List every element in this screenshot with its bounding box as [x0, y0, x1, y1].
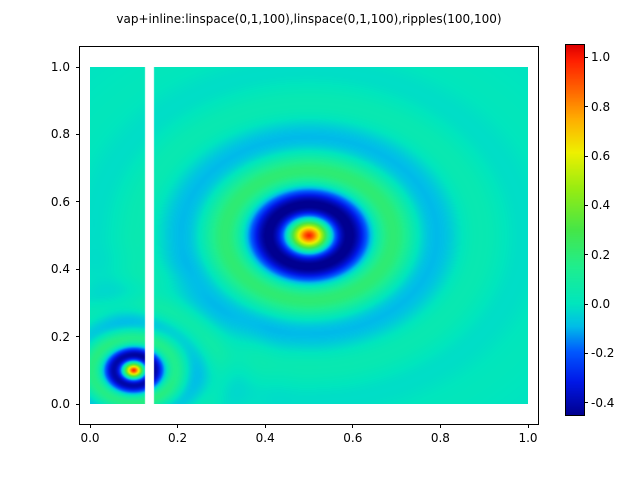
- y-tick-label: 0.6: [50, 194, 70, 209]
- colorbar-tick-mark: [584, 155, 588, 157]
- x-tick-label: 0.2: [168, 431, 188, 445]
- y-tick-mark: [76, 201, 80, 203]
- colorbar-tick-mark: [584, 56, 588, 58]
- x-tick-label: 0.8: [430, 431, 450, 445]
- colorbar-tick-label: 0.8: [591, 99, 611, 114]
- colorbar-tick-label: 1.0: [591, 50, 611, 65]
- colorbar-tick-label: 0.0: [591, 297, 611, 311]
- colorbar-tick-label: 0.2: [591, 247, 611, 262]
- colorbar-tick-mark: [584, 106, 588, 108]
- x-tick-label: 1.0: [518, 431, 538, 445]
- y-tick-label: 1.0: [50, 60, 70, 74]
- x-tick-label: 0.4: [255, 431, 275, 445]
- x-tick-mark: [264, 424, 266, 428]
- colorbar-tick-label: 0.4: [591, 198, 611, 213]
- colorbar-tick-mark: [584, 303, 588, 305]
- x-tick-label: 0.0: [80, 431, 100, 445]
- colorbar-tick-label: 0.6: [591, 149, 611, 163]
- x-tick-mark: [352, 424, 354, 428]
- x-tick-mark: [89, 424, 91, 428]
- colorbar-tick-mark: [584, 352, 588, 354]
- colorbar-tick-mark: [584, 254, 588, 256]
- y-tick-label: 0.8: [50, 127, 70, 142]
- heatmap-canvas: [90, 67, 528, 404]
- y-tick-mark: [76, 268, 80, 270]
- colorbar-tick-label: -0.4: [591, 395, 615, 410]
- y-tick-mark: [76, 66, 80, 68]
- colorbar-tick-label: -0.2: [591, 346, 615, 361]
- colorbar-canvas: [566, 45, 584, 415]
- y-tick-mark: [76, 133, 80, 135]
- y-tick-label: 0.0: [50, 397, 70, 411]
- y-tick-mark: [76, 336, 80, 338]
- x-tick-mark: [177, 424, 179, 428]
- x-tick-label: 0.6: [343, 431, 363, 445]
- x-tick-mark: [439, 424, 441, 428]
- y-tick-label: 0.4: [50, 262, 70, 277]
- x-tick-mark: [527, 424, 529, 428]
- y-tick-label: 0.2: [50, 329, 70, 344]
- colorbar-tick-mark: [584, 204, 588, 206]
- colorbar-tick-mark: [584, 402, 588, 404]
- y-tick-mark: [76, 403, 80, 405]
- plot-title: vap+inline:linspace(0,1,100),linspace(0,…: [116, 12, 502, 26]
